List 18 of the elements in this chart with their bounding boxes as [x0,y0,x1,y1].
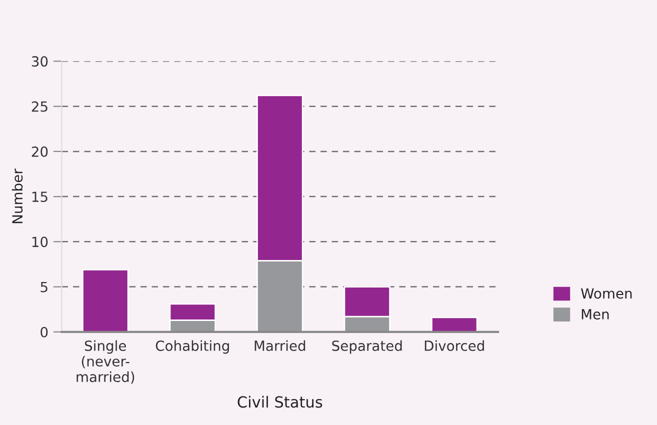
legend-label: Women [580,288,632,299]
y-tick-label: 30 [32,56,48,67]
y-tick-label: 20 [32,146,48,157]
y-tick-label: 15 [32,192,48,202]
y-axis-title: Number [12,168,23,224]
x-axis-title: Civil Status [238,396,322,408]
y-tick-label: 5 [40,282,48,292]
bar [431,316,478,332]
y-tick-label: 25 [32,101,48,112]
bar [82,268,129,332]
y-tick-label: 10 [32,236,48,248]
x-tick-label: Single (never- married) [76,340,134,384]
x-tick-label: Cohabiting [156,340,229,354]
y-tick-label: 0 [40,326,48,338]
x-tick-label: Divorced [424,340,484,352]
x-tick-label: Separated [332,340,402,354]
x-tick-label: Married [254,340,306,352]
legend-label: Men [582,309,609,320]
